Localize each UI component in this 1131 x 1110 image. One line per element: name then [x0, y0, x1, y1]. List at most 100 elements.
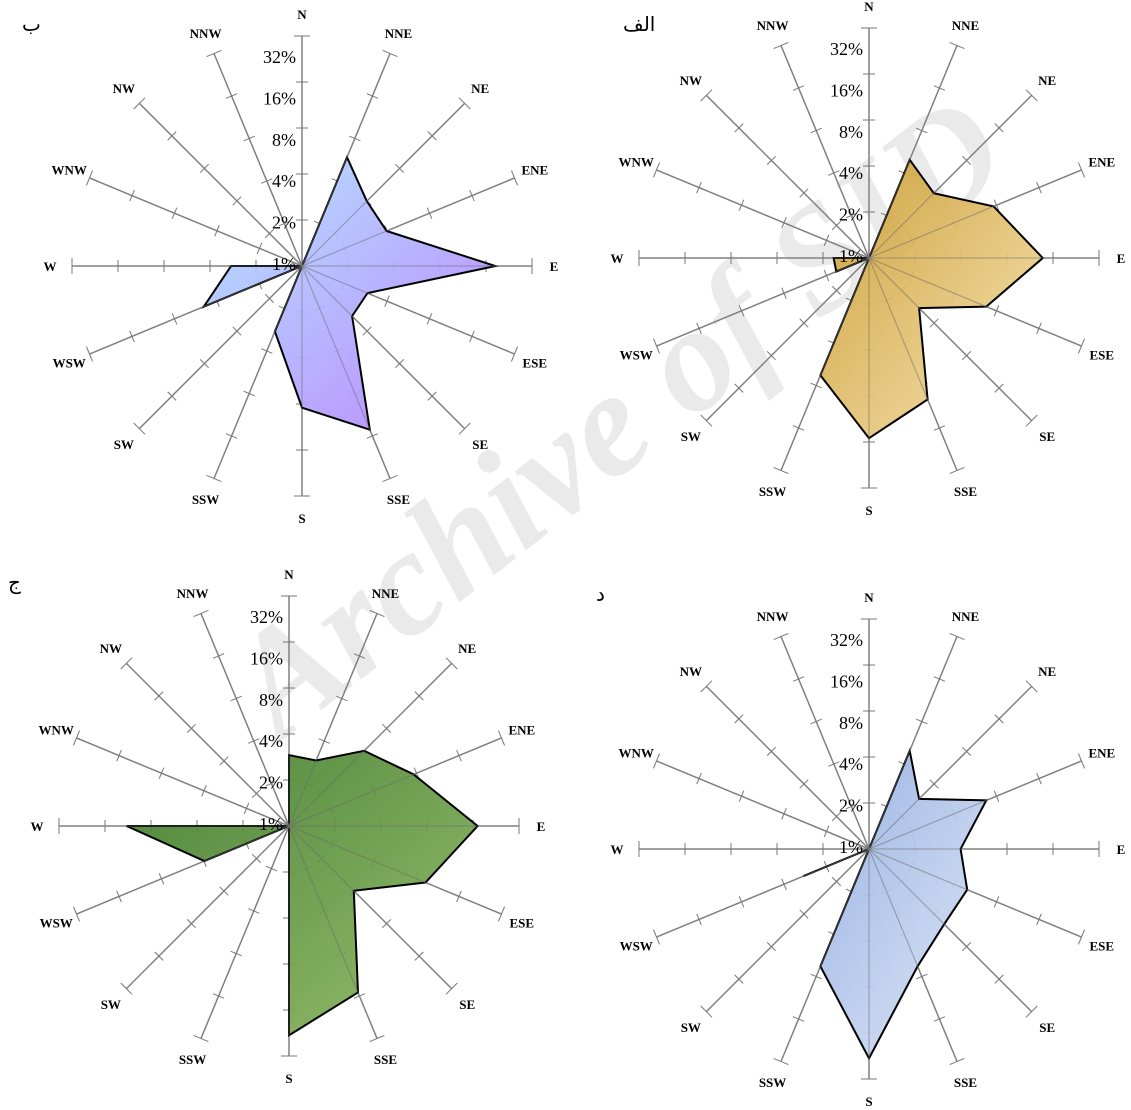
tick — [773, 632, 789, 641]
tick — [369, 1034, 385, 1043]
panel-label: د — [596, 582, 605, 606]
direction-label: SE — [459, 997, 475, 1012]
spoke-overlay — [868, 848, 1032, 1012]
wind-rose-dal: د 1% 2% 4% 8% 16% 32% N NNE NE ENE E ESE SE SSE S SSW SW… — [568, 560, 1128, 1110]
direction-label: NNW — [190, 26, 222, 41]
spoke-overlay — [868, 95, 1032, 259]
tick — [949, 632, 965, 641]
spoke-overlay — [868, 760, 1082, 850]
tick — [1077, 929, 1086, 945]
tick — [773, 466, 789, 475]
direction-label: E — [1117, 251, 1126, 266]
direction-label: ENE — [521, 163, 548, 178]
ring-label: 2% — [839, 796, 863, 816]
tick — [700, 680, 713, 693]
wind-rose-alef: الف 1% 2% 4% 8% 16% 32% N NNE NE ENE E ESE SE SSE S SSW… — [568, 0, 1128, 550]
ring-label: 4% — [272, 171, 296, 191]
direction-label: SW — [101, 997, 121, 1012]
spoke-overlay — [288, 737, 502, 827]
direction-label: W — [44, 259, 57, 274]
spoke-overlay — [706, 95, 870, 259]
direction-label: N — [864, 590, 874, 605]
direction-label: S — [298, 511, 305, 526]
direction-label: SE — [1039, 1020, 1055, 1035]
spoke-overlay — [139, 265, 303, 429]
spoke-overlay — [656, 848, 870, 938]
spoke-overlay — [868, 636, 958, 850]
ring-label: 2% — [272, 213, 296, 233]
spoke-overlay — [301, 103, 465, 267]
ring-label: 4% — [839, 163, 863, 183]
direction-label: NW — [680, 664, 702, 679]
direction-label: E — [550, 259, 559, 274]
panel-label: ب — [22, 12, 41, 36]
spoke-overlay — [288, 613, 378, 827]
ring-label: 16% — [250, 648, 283, 668]
direction-label: NNW — [757, 609, 789, 624]
tick — [369, 609, 385, 618]
direction-label: ENE — [508, 723, 535, 738]
direction-label: SSE — [374, 1052, 397, 1067]
wind-rose-svg: 1% 2% 4% 8% 16% 32% N NNE NE ENE E ESE SE SSE S SSW SW WS… — [44, 7, 559, 526]
tick — [700, 89, 713, 102]
spoke-overlay — [200, 825, 290, 1039]
spoke-overlay — [301, 265, 515, 355]
wind-rose-svg: 1% 2% 4% 8% 16% 32% N NNE NE ENE E ESE SE SSE S SSW SW WS… — [611, 0, 1126, 518]
direction-label: NNE — [952, 609, 979, 624]
spoke-overlay — [288, 663, 452, 827]
spoke-overlay — [868, 257, 1032, 421]
ring-label: 16% — [830, 671, 863, 691]
spoke-overlay — [288, 825, 378, 1039]
tick — [949, 1057, 965, 1066]
tick — [773, 1057, 789, 1066]
direction-label: N — [297, 7, 307, 22]
tick — [652, 338, 661, 354]
spoke-overlay — [126, 663, 290, 827]
spoke-overlay — [656, 169, 870, 259]
direction-label: S — [865, 1094, 872, 1109]
spoke-overlay — [301, 177, 515, 267]
direction-label: NW — [113, 81, 135, 96]
ring-label: 8% — [839, 122, 863, 142]
spoke-overlay — [288, 825, 452, 989]
direction-label: ESE — [510, 915, 535, 930]
wind-rose-jim: ج 1% 2% 4% 8% 16% 32% N NNE NE ENE E ESE SE SSE S SSW SW… — [0, 560, 560, 1110]
direction-label: ENE — [1088, 155, 1115, 170]
ring-label: 8% — [272, 130, 296, 150]
direction-label: SSE — [387, 492, 410, 507]
direction-label: WSW — [620, 347, 653, 362]
direction-label: NNW — [757, 18, 789, 33]
spoke-overlay — [301, 265, 465, 429]
ring-label: 32% — [250, 607, 283, 627]
tick — [1077, 338, 1086, 354]
spoke-overlay — [868, 848, 958, 1062]
ring-label: 32% — [830, 630, 863, 650]
tick — [949, 466, 965, 475]
tick — [193, 1034, 209, 1043]
wind-rose-b: ب 1% 2% 4% 8% 16% 32% N NNE NE ENE E ESE SE SSE S SSW SW… — [0, 0, 560, 550]
direction-label: NE — [471, 81, 489, 96]
direction-label: SSE — [954, 1075, 977, 1090]
spoke-overlay — [656, 257, 870, 347]
ring-label: 4% — [839, 754, 863, 774]
spoke-overlay — [126, 825, 290, 989]
data-polygon — [201, 154, 500, 432]
direction-label: NE — [1038, 73, 1056, 88]
spoke-overlay — [868, 257, 958, 471]
ring-label: 4% — [259, 731, 283, 751]
panel-label: ج — [8, 570, 21, 594]
direction-label: NE — [1038, 664, 1056, 679]
tick — [72, 730, 81, 746]
direction-label: SSW — [179, 1052, 206, 1067]
direction-label: WNW — [38, 723, 73, 738]
direction-label: WNW — [618, 155, 653, 170]
tick — [652, 162, 661, 178]
spoke-overlay — [780, 848, 870, 1062]
direction-label: SSW — [759, 484, 786, 499]
data-polygon — [803, 747, 988, 1061]
tick — [382, 474, 398, 483]
direction-label: NNE — [952, 18, 979, 33]
tick — [773, 41, 789, 50]
tick — [949, 41, 965, 50]
direction-label: SSE — [954, 484, 977, 499]
